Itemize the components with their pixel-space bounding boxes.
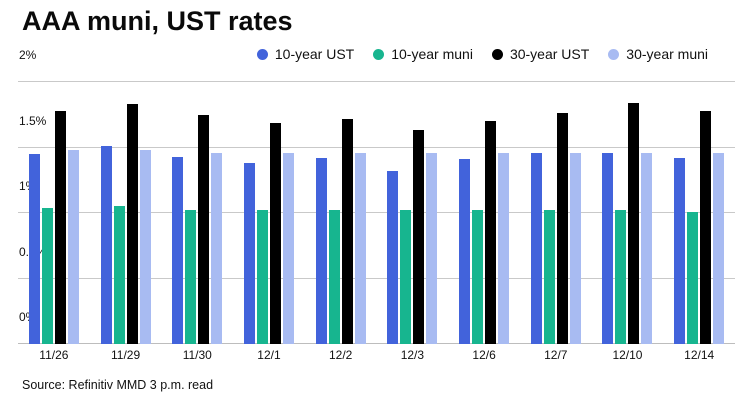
bar (282, 152, 294, 344)
bar-group (530, 82, 581, 344)
bar (328, 210, 340, 344)
bar (211, 152, 223, 344)
x-axis-label: 11/30 (182, 348, 212, 362)
x-axis-label: 12/10 (612, 348, 643, 362)
bar (243, 163, 255, 344)
legend-item: 30-year muni (608, 46, 708, 62)
bar-group (602, 82, 653, 344)
bar (67, 150, 79, 344)
bar (198, 114, 210, 344)
bar (28, 154, 40, 344)
source-attribution: Source: Refinitiv MMD 3 p.m. read (22, 378, 214, 392)
bar (341, 118, 353, 344)
bar (400, 210, 412, 344)
bar (113, 206, 125, 344)
gridline (18, 146, 735, 148)
x-axis-label: 11/29 (110, 348, 141, 362)
bar (615, 210, 627, 344)
bar (484, 121, 496, 344)
bar (139, 150, 151, 344)
bar (628, 102, 640, 344)
bar (41, 207, 53, 344)
x-axis-label: 12/1 (257, 348, 281, 362)
x-axis-label: 12/2 (328, 348, 353, 362)
bar (602, 152, 614, 344)
bar (713, 152, 725, 344)
legend-label: 30-year muni (626, 46, 708, 62)
bar (458, 159, 470, 344)
bar-group (387, 82, 438, 344)
legend-item: 30-year UST (491, 46, 590, 62)
legend-label: 30-year UST (509, 46, 590, 62)
gridline (18, 277, 735, 279)
bar-group (315, 82, 366, 344)
bar (172, 156, 184, 344)
bar (413, 130, 425, 344)
legend-dot (373, 48, 385, 60)
x-axis-label: 11/26 (39, 348, 69, 362)
bars-layer (18, 82, 735, 344)
bar (543, 210, 555, 344)
bar-group (243, 82, 294, 344)
x-axis-label: 12/6 (472, 348, 496, 362)
bar (126, 104, 138, 344)
gridline (18, 81, 735, 82)
legend-label: 10-year UST (274, 46, 355, 62)
y-axis-label: 2% (19, 48, 37, 62)
bar (100, 146, 112, 344)
bar (700, 110, 712, 344)
bar (471, 210, 483, 344)
bar-group (100, 82, 151, 344)
bar-group (458, 82, 509, 344)
legend-dot (256, 48, 268, 60)
legend-item: 10-year UST (256, 46, 355, 62)
x-axis-label: 12/3 (400, 348, 425, 362)
plot-area: 0%0.5%1%1.5%2% (18, 48, 735, 344)
bar (54, 110, 66, 344)
legend-label: 10-year muni (391, 46, 473, 62)
bar (315, 157, 327, 344)
bar (269, 122, 281, 344)
bar (674, 157, 686, 344)
bar-group (172, 82, 223, 344)
bar (530, 152, 542, 344)
legend-dot (491, 48, 503, 60)
bar-group (674, 82, 725, 344)
bar (497, 152, 509, 344)
bar (256, 210, 268, 344)
legend-dot (608, 48, 620, 60)
y-axis-label: 1.5% (19, 113, 47, 128)
x-axis: 11/26 11/29 11/30 12/1 12/2 12/3 12/6 12/7 12/10… (18, 348, 735, 362)
bar (185, 210, 197, 344)
x-axis-label: 12/14 (684, 348, 715, 362)
legend: 10-year UST 10-year muni 30-year UST 30-yea… (160, 46, 708, 62)
bar (387, 171, 399, 344)
legend-item: 10-year muni (373, 46, 473, 62)
gridline (18, 212, 735, 213)
gridline (18, 343, 735, 344)
bar (641, 152, 653, 344)
x-axis-label: 12/7 (544, 348, 568, 362)
bar (687, 211, 699, 344)
chart-title: AAA muni, UST rates (22, 6, 293, 36)
bar (556, 113, 568, 344)
bar-group (28, 82, 79, 344)
bar (426, 152, 438, 344)
bar (354, 152, 366, 344)
bar (569, 152, 581, 344)
